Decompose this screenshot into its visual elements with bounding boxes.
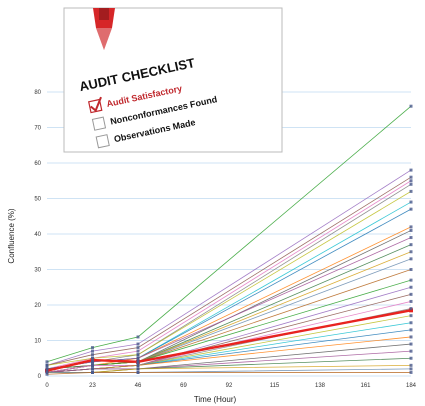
series-point-12-3 xyxy=(409,250,413,254)
series-point-28-3 xyxy=(409,367,413,371)
y-tick-label-4: 40 xyxy=(34,232,41,238)
series-line-4 xyxy=(46,183,412,370)
y-tick-label-3: 30 xyxy=(34,268,41,274)
series-point-28-0 xyxy=(45,370,49,374)
series-point-15-2 xyxy=(136,360,140,364)
highlight-point-0 xyxy=(45,368,49,373)
series-point-18-3 xyxy=(409,299,413,303)
y-tick-label-7: 70 xyxy=(34,126,41,132)
series-point-10-3 xyxy=(409,236,413,240)
y-tick-label-8: 80 xyxy=(34,90,41,96)
series-line-9 xyxy=(46,230,412,370)
highlight-point-3 xyxy=(409,308,413,313)
series-point-22-3 xyxy=(409,328,413,332)
series-line-18 xyxy=(46,301,412,373)
series-line-2 xyxy=(46,176,412,366)
x-tick-label-5: 115 xyxy=(270,383,280,389)
series-point-25-3 xyxy=(409,349,413,353)
series-point-29-0 xyxy=(45,372,49,376)
series-point-11-3 xyxy=(409,243,413,247)
series-point-15-3 xyxy=(409,278,413,282)
series-point-0-2 xyxy=(136,335,140,339)
series-point-1-3 xyxy=(409,168,413,172)
x-tick-label-2: 46 xyxy=(135,383,142,389)
series-point-17-3 xyxy=(409,292,413,296)
y-tick-label-0: 0 xyxy=(38,374,42,380)
series-point-4-3 xyxy=(409,182,413,186)
series-line-3 xyxy=(46,180,412,370)
series-point-10-1 xyxy=(91,360,94,364)
checkbox-nonconformances xyxy=(91,116,107,131)
y-axis-title: Confluence (%) xyxy=(7,208,16,263)
series-point-6-3 xyxy=(409,200,413,204)
series-point-8-3 xyxy=(409,225,413,229)
series-point-24-3 xyxy=(409,342,413,346)
series-point-5-3 xyxy=(409,189,413,193)
series-point-0-1 xyxy=(91,346,94,350)
x-tick-label-3: 69 xyxy=(180,383,187,389)
series-markers xyxy=(45,104,413,376)
series-point-3-3 xyxy=(409,179,413,183)
x-tick-label-0: 0 xyxy=(45,383,49,389)
y-tick-label-1: 10 xyxy=(34,339,41,345)
y-tick-label-6: 60 xyxy=(34,161,41,167)
y-tick-label-5: 50 xyxy=(34,197,41,203)
series-point-27-3 xyxy=(409,363,413,367)
series-point-29-2 xyxy=(136,370,140,374)
series-point-23-3 xyxy=(409,335,413,339)
x-tick-label-4: 92 xyxy=(226,383,233,389)
series-point-29-1 xyxy=(91,370,94,374)
series-point-5-1 xyxy=(91,356,94,360)
series-point-5-2 xyxy=(136,353,140,357)
x-tick-label-7: 161 xyxy=(360,383,371,389)
y-tick-label-2: 20 xyxy=(34,303,41,309)
series-point-0-0 xyxy=(45,360,49,364)
audit-checklist-inset: AUDIT CHECKLIST Audit Satisfactory Nonco… xyxy=(63,7,283,153)
check-icon xyxy=(90,96,102,113)
series-point-5-0 xyxy=(45,363,49,367)
series-point-20-3 xyxy=(409,314,413,318)
pen-icon xyxy=(93,8,115,50)
series-point-21-3 xyxy=(409,321,413,325)
checkbox-observations xyxy=(95,134,110,149)
series-point-23-2 xyxy=(136,363,140,367)
x-tick-label-1: 23 xyxy=(89,383,96,389)
series-point-26-3 xyxy=(409,356,413,360)
series-point-16-3 xyxy=(409,285,413,289)
series-point-0-3 xyxy=(409,104,413,108)
series-line-11 xyxy=(46,244,412,370)
series-point-1-2 xyxy=(136,342,140,346)
series-point-7-3 xyxy=(409,207,413,211)
x-tick-labels: 0 23 46 69 92 115 138 161 184 xyxy=(45,383,416,389)
series-point-2-3 xyxy=(409,175,413,179)
series-point-3-2 xyxy=(136,349,140,353)
series-point-29-3 xyxy=(409,370,413,374)
series-point-2-1 xyxy=(91,353,94,357)
series-point-10-2 xyxy=(136,356,140,360)
highlight-point-1 xyxy=(90,358,95,363)
series-point-2-2 xyxy=(136,346,140,350)
series-point-27-2 xyxy=(136,367,140,371)
series-point-11-0 xyxy=(45,367,49,371)
series-line-0 xyxy=(46,105,412,363)
series-point-9-3 xyxy=(409,228,413,232)
series-point-1-1 xyxy=(91,349,94,353)
series-point-13-3 xyxy=(409,257,413,261)
series-point-19-3 xyxy=(409,307,413,311)
highlight-line xyxy=(46,309,412,372)
checkbox-satisfactory xyxy=(87,96,103,114)
series-line-1 xyxy=(46,169,412,366)
y-tick-labels: 0 10 20 30 40 50 60 70 80 xyxy=(34,90,41,380)
x-axis-title: Time (Hour) xyxy=(194,395,237,404)
series-line-5 xyxy=(46,191,412,366)
x-tick-label-8: 184 xyxy=(406,383,417,389)
series-line-25 xyxy=(46,350,412,373)
series-line-13 xyxy=(46,258,412,373)
x-tick-label-6: 138 xyxy=(315,383,326,389)
series-point-14-3 xyxy=(409,268,413,271)
series-line-29 xyxy=(46,372,411,375)
series-point-25-1 xyxy=(91,367,94,371)
series-point-18-1 xyxy=(91,363,94,367)
